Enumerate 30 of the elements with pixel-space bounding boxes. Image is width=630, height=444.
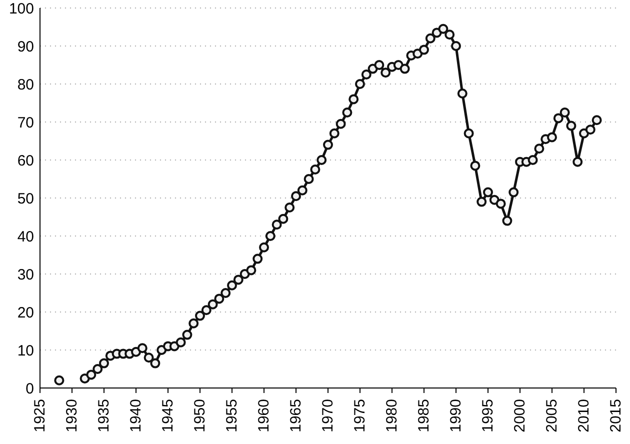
x-tick-label: 1940 [128,399,144,432]
y-tick-label: 10 [17,342,34,360]
x-tick-label: 2010 [576,399,592,432]
x-tick-label: 2000 [512,399,528,432]
y-tick-label: 0 [26,380,34,398]
x-tick-label: 2005 [544,399,560,432]
x-tick-label: 1990 [448,399,464,432]
x-tick-label: 1960 [256,399,272,432]
x-tick-label: 1970 [320,399,336,432]
y-tick-label: 80 [17,76,34,94]
y-tick-label: 60 [17,152,34,170]
x-tick-label: 1980 [384,399,400,432]
y-tick-label: 50 [17,190,34,208]
x-tick-label: 1925 [32,399,48,432]
y-tick-label: 90 [17,38,34,56]
x-tick-label: 1995 [480,399,496,432]
x-tick-label: 1950 [192,399,208,432]
x-tick-label: 1975 [352,399,368,432]
x-tick-label: 1955 [224,399,240,432]
y-tick-label: 70 [17,114,34,132]
y-tick-label: 100 [8,0,34,18]
y-tick-label: 40 [17,228,34,246]
y-tick-label: 20 [17,304,34,322]
y-tick-label: 30 [17,266,34,284]
x-tick-label: 1985 [416,399,432,432]
x-tick-label: 1935 [96,399,112,432]
x-tick-label: 1965 [288,399,304,432]
x-tick-label: 1930 [64,399,80,432]
x-tick-label: 2015 [608,399,624,432]
x-tick-label: 1945 [160,399,176,432]
